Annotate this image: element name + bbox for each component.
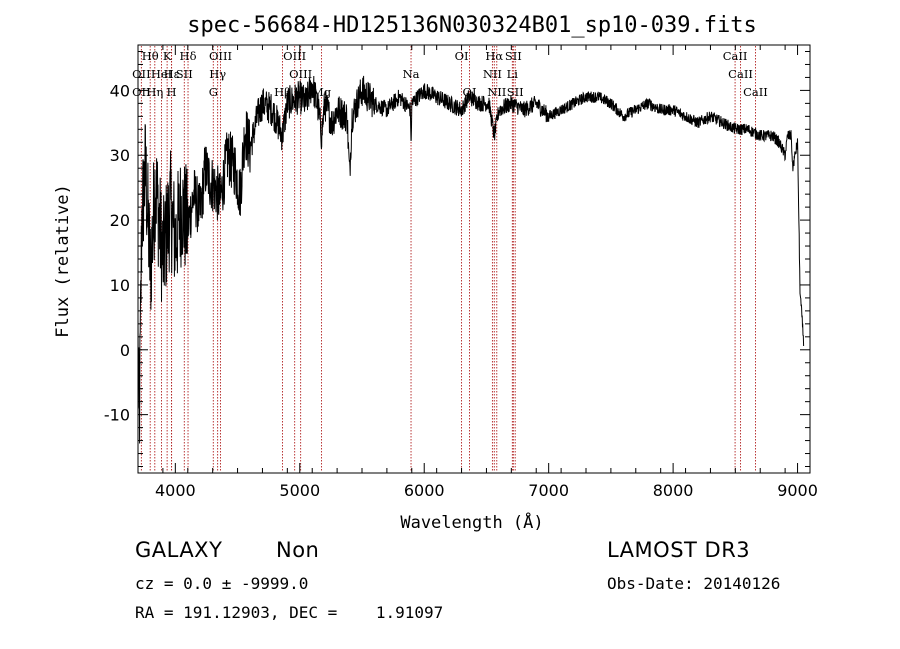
- spectral-line-label: NII: [487, 85, 506, 99]
- x-tick-label: 8000: [653, 481, 694, 500]
- plot-frame: [137, 44, 811, 474]
- y-tick-label: 0: [120, 341, 130, 360]
- x-tick-label: 4000: [155, 481, 196, 500]
- y-tick-label: 40: [110, 81, 130, 100]
- spectral-line-label: CaII: [728, 67, 753, 81]
- object-subclass: Non: [276, 538, 320, 562]
- x-tick-label: 5000: [279, 481, 320, 500]
- spectral-line-label: Hα: [485, 49, 503, 63]
- x-axis-label: Wavelength (Å): [400, 511, 543, 533]
- spectral-line-label: K: [163, 49, 172, 63]
- y-tick-label: 20: [110, 211, 130, 230]
- spectral-line-label: HeI: [151, 67, 172, 81]
- spectral-line-label: G: [209, 85, 218, 99]
- spectral-line-label: OIII: [209, 49, 232, 63]
- spectral-line-label: Li: [507, 67, 519, 81]
- spectral-line-label: Hγ: [209, 67, 226, 81]
- coordinates-text: RA = 191.12903, DEC = 1.91097: [135, 603, 444, 622]
- spectrum-line: [137, 75, 805, 444]
- axis-ticks: 4000 5000 6000 7000 8000 9000 -10 0 10 20 30 40: [104, 45, 818, 500]
- spectral-line-label: Hε: [164, 67, 180, 81]
- y-tick-label: 10: [110, 276, 130, 295]
- obs-date-text: Obs-Date: 20140126: [607, 574, 781, 593]
- spectral-line-label: CaII: [743, 85, 768, 99]
- y-tick-label: 30: [110, 146, 130, 165]
- survey-name: LAMOST DR3: [607, 538, 751, 562]
- redshift-text: cz = 0.0 ± -9999.0: [135, 574, 309, 593]
- spectral-line-label: Hθ: [142, 49, 159, 63]
- spectral-line-label: OIII: [289, 67, 312, 81]
- spectral-line-label: OII: [132, 85, 151, 99]
- spectral-line-label: CaII: [723, 49, 748, 63]
- spectral-line-label: OIII: [283, 49, 306, 63]
- spectral-line-label: SII: [176, 67, 193, 81]
- spectral-line-label: SII: [507, 85, 524, 99]
- x-tick-label: 6000: [404, 481, 445, 500]
- x-tick-label: 9000: [777, 481, 818, 500]
- chart-title: spec-56684-HD125136N030324B01_sp10-039.f…: [187, 13, 757, 38]
- spectral-line-label: SII: [505, 49, 522, 63]
- spectral-line-label: OII: [132, 67, 151, 81]
- y-tick-label: -10: [104, 406, 130, 425]
- x-tick-label: 7000: [528, 481, 569, 500]
- object-class: GALAXY: [135, 538, 223, 562]
- spectral-line-label: H: [166, 85, 176, 99]
- spectral-line-label: OI: [455, 49, 469, 63]
- spectral-line-label: Na: [403, 67, 420, 81]
- y-axis-label: Flux (relative): [53, 184, 73, 338]
- spectral-line-label: Hδ: [180, 49, 197, 63]
- spectral-line-label: Hη: [146, 85, 163, 99]
- spectral-line-label: NII: [483, 67, 502, 81]
